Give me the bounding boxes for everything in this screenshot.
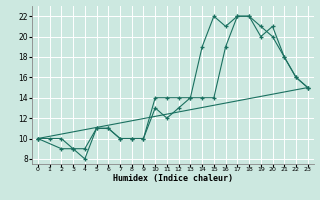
X-axis label: Humidex (Indice chaleur): Humidex (Indice chaleur)	[113, 174, 233, 183]
